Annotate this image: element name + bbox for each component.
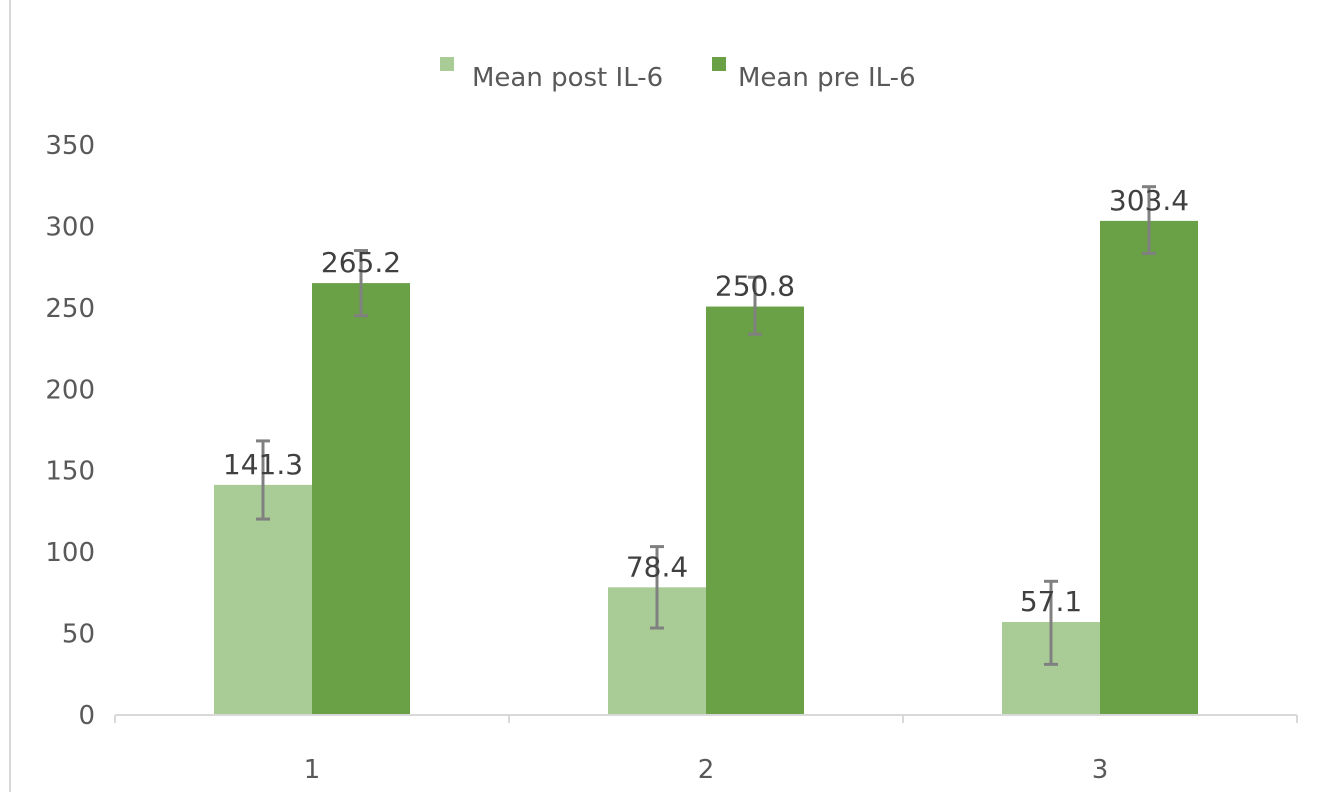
data-label-series0-cat1: 78.4	[626, 550, 688, 583]
x-axis: 1 2 3	[114, 714, 1298, 785]
legend-swatch-post	[440, 57, 454, 71]
data-label-series1-cat2: 303.4	[1109, 184, 1189, 217]
y-tick-label: 150	[45, 457, 95, 487]
x-category-label: 1	[304, 755, 321, 785]
y-axis-ticks: 0 50 100 150 200 250 300 350	[45, 131, 95, 731]
data-label-series0-cat2: 57.1	[1020, 585, 1082, 618]
y-tick-label: 300	[45, 212, 95, 242]
legend-label-pre: Mean pre IL-6	[738, 63, 916, 93]
data-label-series1-cat0: 265.2	[321, 246, 401, 279]
data-label-series0-cat0: 141.3	[223, 448, 303, 481]
y-tick-label: 50	[62, 620, 95, 650]
y-tick-label: 100	[45, 538, 95, 568]
data-labels: 141.3 265.2 78.4 250.8 57.1 303.4	[223, 184, 1189, 618]
legend: Mean post IL-6 Mean pre IL-6	[440, 57, 916, 93]
y-tick-label: 250	[45, 294, 95, 324]
error-bars	[256, 185, 1156, 666]
y-tick-label: 200	[45, 375, 95, 405]
bar-series1-cat2	[1100, 220, 1198, 716]
bar-series1-cat1	[706, 306, 804, 715]
y-tick-label: 0	[78, 701, 95, 731]
y-tick-label: 350	[45, 131, 95, 161]
bar-series	[214, 220, 1198, 716]
legend-swatch-pre	[712, 57, 726, 71]
legend-label-post: Mean post IL-6	[472, 63, 663, 93]
data-label-series1-cat1: 250.8	[715, 270, 795, 303]
x-category-label: 3	[1092, 755, 1109, 785]
bar-series1-cat0	[312, 283, 410, 715]
bar-series0-cat0	[214, 484, 312, 715]
x-category-label: 2	[698, 755, 715, 785]
